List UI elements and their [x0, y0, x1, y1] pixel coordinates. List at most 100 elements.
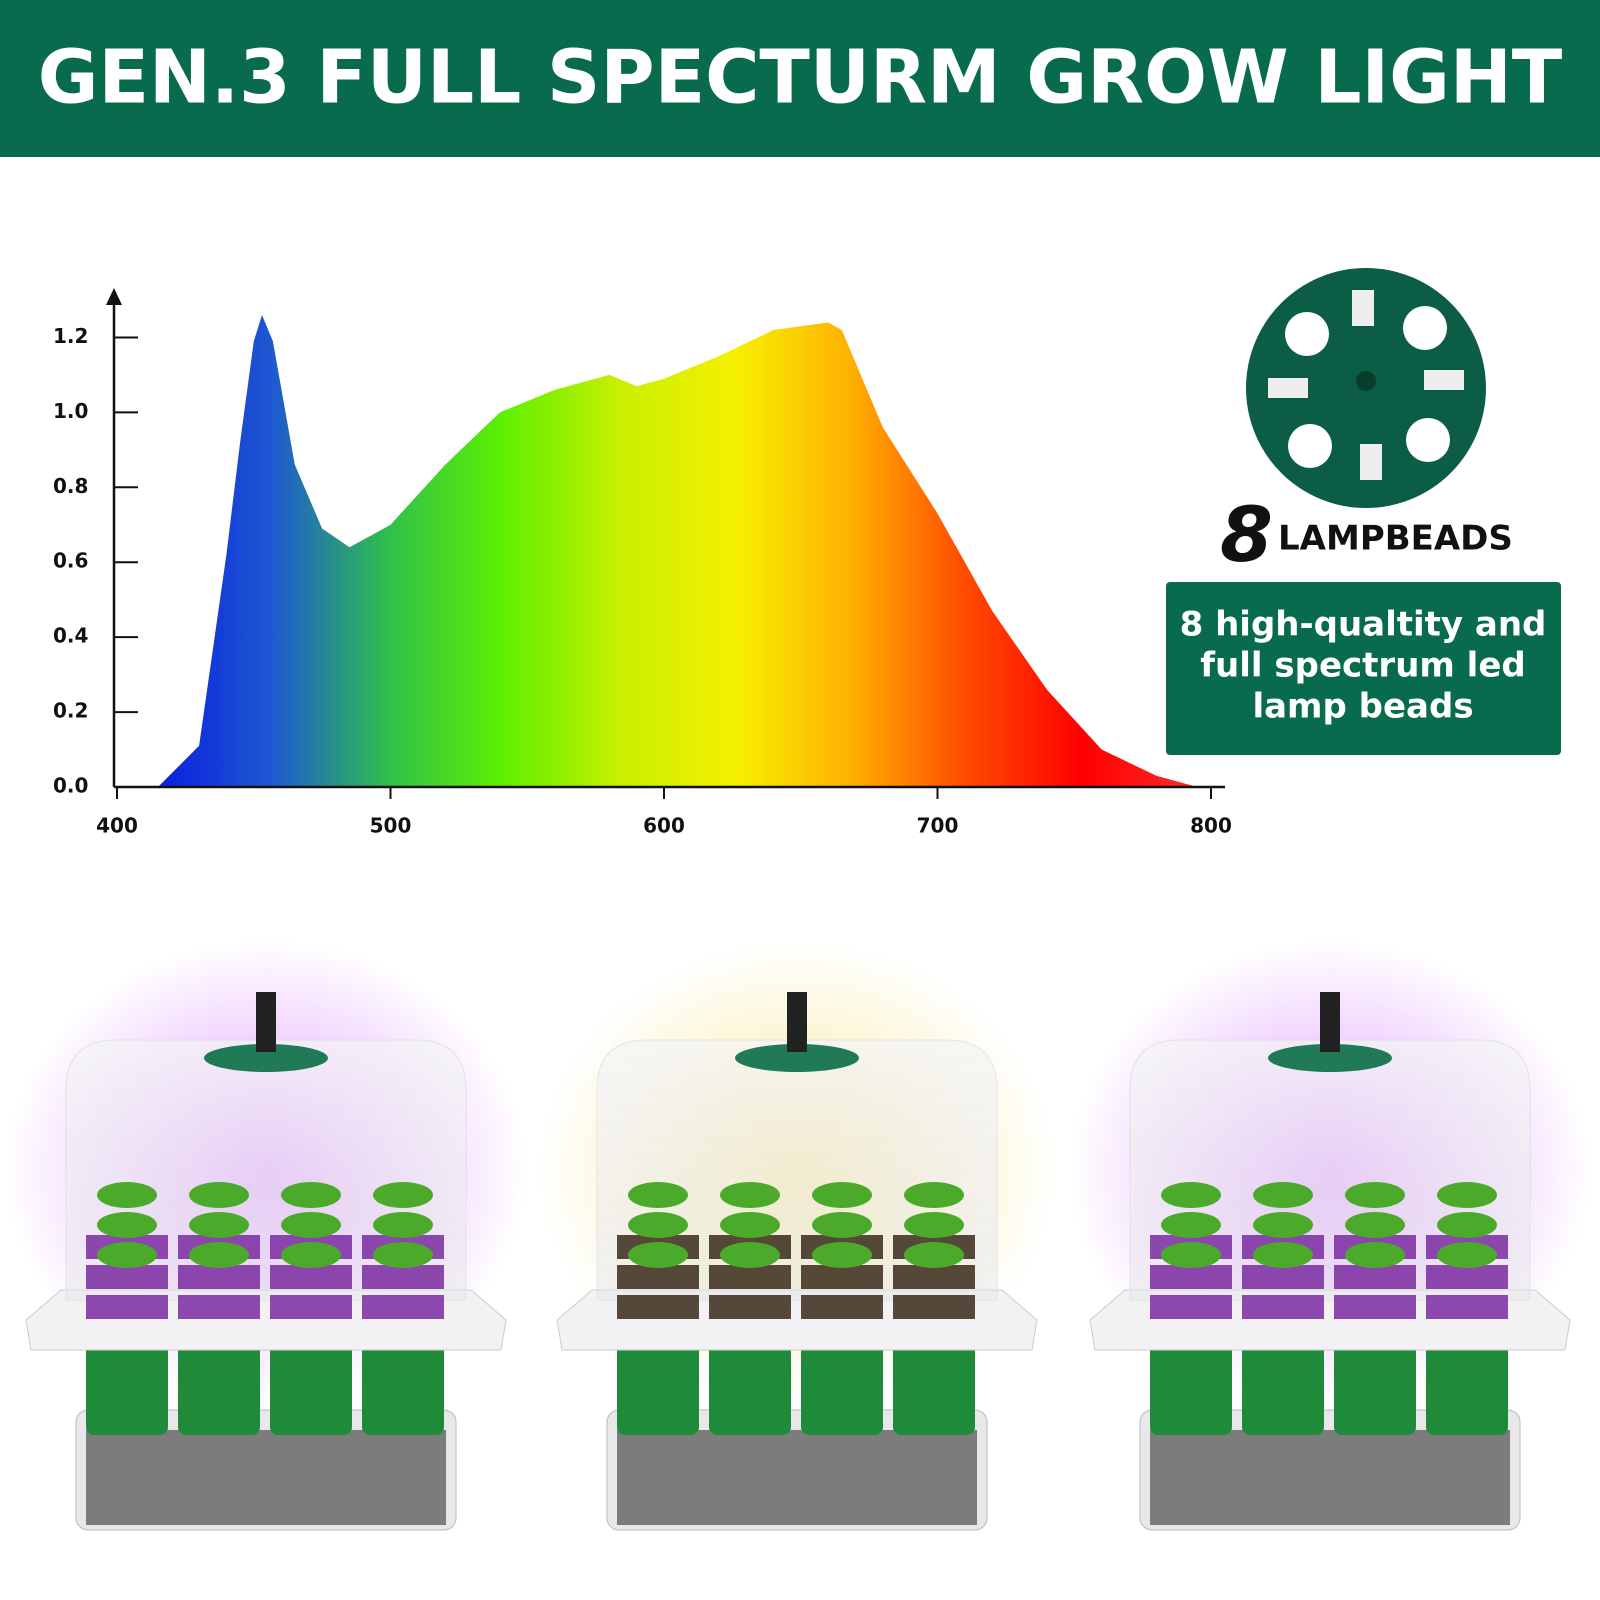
- y-tick-label: 0.4: [53, 624, 88, 648]
- lampbead-label: LAMPBEADS: [1278, 519, 1513, 559]
- seedling: [628, 1182, 688, 1208]
- seedling: [628, 1242, 688, 1268]
- lamp: [1268, 1044, 1392, 1072]
- header-title: GEN.3 FULL SPECTURM GROW LIGHT: [38, 35, 1563, 121]
- pot: [709, 1340, 791, 1435]
- seedling: [1253, 1182, 1313, 1208]
- lamp-post: [1320, 992, 1340, 1052]
- seedling: [628, 1212, 688, 1238]
- cell: [893, 1295, 975, 1319]
- cell: [1334, 1295, 1416, 1319]
- seedling: [904, 1182, 964, 1208]
- seedling: [189, 1182, 249, 1208]
- seedling: [281, 1212, 341, 1238]
- product-photos: [6, 940, 1590, 1531]
- lamp-post: [787, 992, 807, 1052]
- pot: [270, 1340, 352, 1435]
- y-tick-label: 1.2: [53, 324, 88, 348]
- header-bar: [0, 0, 1600, 157]
- cell: [178, 1295, 260, 1319]
- pot: [1242, 1340, 1324, 1435]
- seedling: [373, 1242, 433, 1268]
- seedling: [812, 1212, 872, 1238]
- pot: [86, 1340, 168, 1435]
- cell: [709, 1295, 791, 1319]
- seedling: [720, 1242, 780, 1268]
- pot: [1334, 1340, 1416, 1435]
- cell: [1426, 1265, 1508, 1289]
- pot: [178, 1340, 260, 1435]
- spectrum-area: [158, 315, 1198, 787]
- cell: [1242, 1265, 1324, 1289]
- seedling: [1161, 1182, 1221, 1208]
- cell: [1150, 1265, 1232, 1289]
- seedling: [373, 1212, 433, 1238]
- cell: [617, 1295, 699, 1319]
- y-axis-arrow: [106, 288, 122, 305]
- x-tick-label: 700: [917, 814, 959, 838]
- seedling: [281, 1182, 341, 1208]
- seedling: [1437, 1182, 1497, 1208]
- seedling: [97, 1182, 157, 1208]
- seedling: [1345, 1242, 1405, 1268]
- seedling: [1161, 1212, 1221, 1238]
- cell: [1426, 1295, 1508, 1319]
- cell: [1242, 1295, 1324, 1319]
- cell: [1150, 1295, 1232, 1319]
- seedling: [1437, 1242, 1497, 1268]
- tray-shadow: [86, 1430, 446, 1525]
- tray-shadow: [1150, 1430, 1510, 1525]
- pot: [801, 1340, 883, 1435]
- x-tick-label: 400: [96, 814, 138, 838]
- seedling: [720, 1182, 780, 1208]
- y-tick-label: 0.0: [53, 774, 88, 798]
- spectrum-chart: 0.0 0.2 0.4 0.6 0.8 1.0 1.2 400 500 600 700 800: [53, 288, 1232, 838]
- description-line: full spectrum led: [1200, 646, 1525, 686]
- cell: [1334, 1265, 1416, 1289]
- tray-shadow: [617, 1430, 977, 1525]
- cell: [801, 1295, 883, 1319]
- pot: [362, 1340, 444, 1435]
- pot: [893, 1340, 975, 1435]
- seedling: [720, 1212, 780, 1238]
- seedling: [373, 1182, 433, 1208]
- seedling: [1345, 1182, 1405, 1208]
- seedling: [189, 1242, 249, 1268]
- y-tick-label: 0.2: [53, 699, 88, 723]
- cell: [270, 1265, 352, 1289]
- seedling: [1345, 1212, 1405, 1238]
- cell: [362, 1265, 444, 1289]
- cell: [86, 1265, 168, 1289]
- cell: [617, 1265, 699, 1289]
- pot: [1426, 1340, 1508, 1435]
- seedling: [812, 1182, 872, 1208]
- description-line: lamp beads: [1252, 687, 1473, 727]
- description-box: [1166, 582, 1561, 755]
- y-tick-label: 0.6: [53, 549, 88, 573]
- seedling: [1437, 1212, 1497, 1238]
- lampbead-count: 8: [1220, 490, 1273, 579]
- seedling: [189, 1212, 249, 1238]
- cell: [362, 1295, 444, 1319]
- x-tick-label: 800: [1190, 814, 1232, 838]
- cell: [86, 1295, 168, 1319]
- seedling: [1253, 1242, 1313, 1268]
- seedling: [904, 1242, 964, 1268]
- seedling: [281, 1242, 341, 1268]
- cell: [270, 1295, 352, 1319]
- cell: [709, 1265, 791, 1289]
- seedling: [904, 1212, 964, 1238]
- y-tick-label: 1.0: [53, 399, 88, 423]
- pot: [1150, 1340, 1232, 1435]
- cell: [893, 1265, 975, 1289]
- lamp-post: [256, 992, 276, 1052]
- seedling: [97, 1212, 157, 1238]
- seedling: [812, 1242, 872, 1268]
- seedling: [1253, 1212, 1313, 1238]
- seedling: [97, 1242, 157, 1268]
- seedling: [1161, 1242, 1221, 1268]
- lamp-disc: [1246, 268, 1486, 508]
- description-line: 8 high-qualtity and: [1180, 605, 1547, 645]
- cell: [178, 1265, 260, 1289]
